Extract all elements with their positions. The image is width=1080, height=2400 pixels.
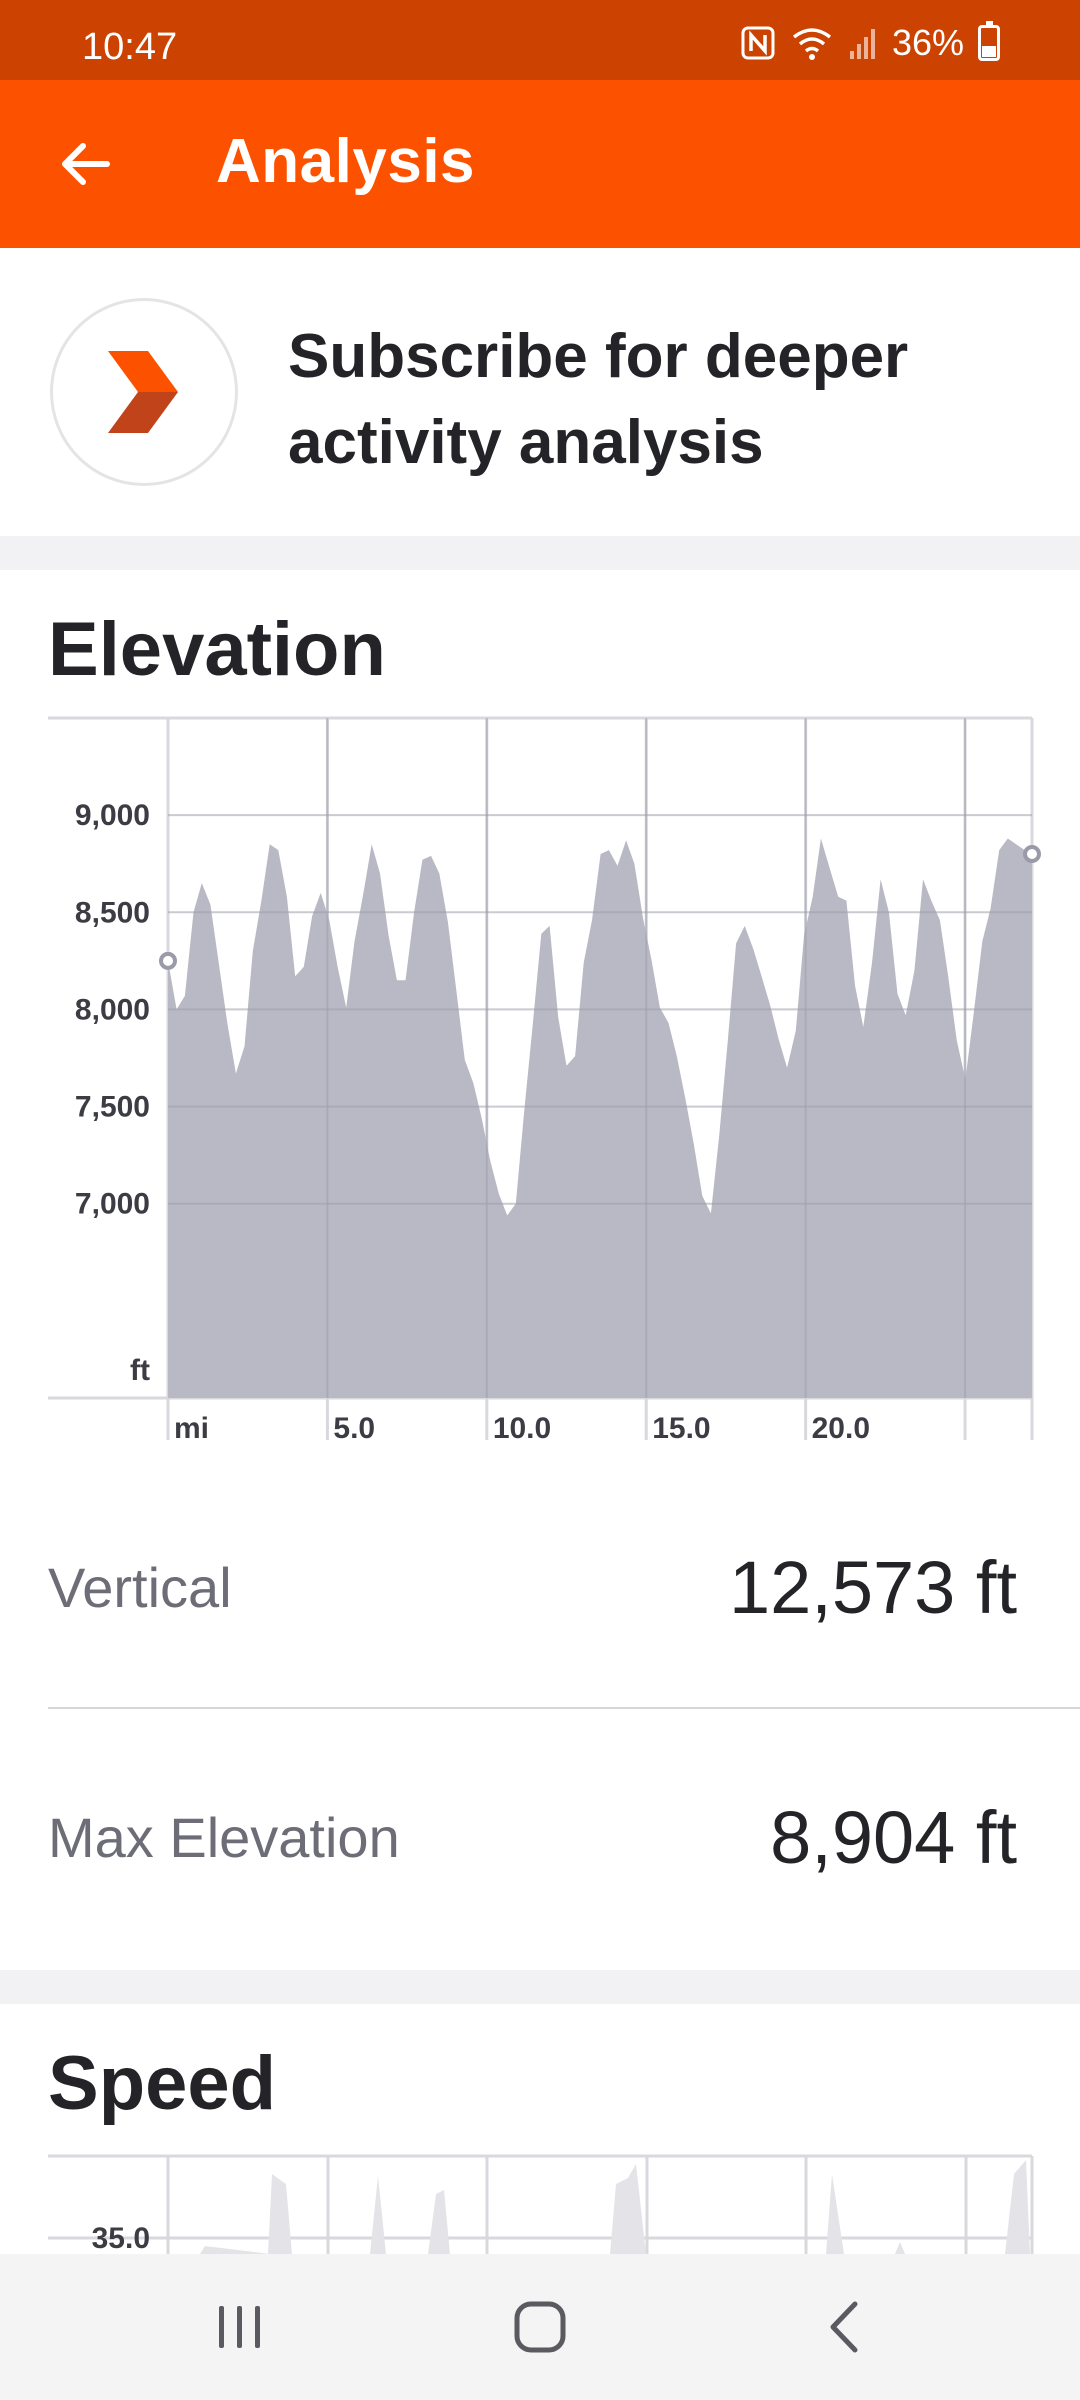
stat-divider: [48, 1707, 1080, 1709]
recent-apps-icon: [219, 2306, 260, 2348]
subscribe-text: Subscribe for deeper activity analysis: [288, 322, 909, 477]
x-tick-label: 15.0: [652, 1412, 710, 1440]
subscription-logo: [50, 298, 238, 486]
chevron-left-icon: [830, 2301, 858, 2353]
speed-chart[interactable]: 35.0: [0, 2154, 1080, 2254]
elevation-chart[interactable]: 9,000 8,500 8,000 7,500 7,000 ft 5.0 10.0 15.0…: [0, 700, 1080, 1440]
end-marker: [1023, 845, 1041, 863]
home-button[interactable]: [460, 2254, 620, 2400]
battery-percent: 36%: [891, 22, 964, 63]
y-tick-label: 8,000: [75, 993, 150, 1026]
nfc-icon: [740, 25, 776, 61]
home-icon: [514, 2301, 566, 2353]
strava-summit-chevron-icon: [108, 351, 178, 433]
section-divider: [0, 1970, 1080, 2004]
speed-y-tick: 35.0: [92, 2222, 150, 2254]
arrow-left-icon: [62, 143, 110, 185]
subscribe-banner[interactable]: Subscribe for deeper activity analysis: [0, 248, 1080, 536]
recent-apps-button[interactable]: [160, 2254, 320, 2400]
wifi-icon: [790, 25, 834, 61]
page-title: Analysis: [216, 127, 476, 196]
section-divider: [0, 536, 1080, 570]
x-unit-label: mi: [174, 1412, 209, 1440]
status-time: 10:47: [82, 26, 178, 68]
system-nav-bar: [0, 2254, 1080, 2400]
battery-icon: [978, 21, 1000, 61]
x-tick-label: 10.0: [493, 1412, 551, 1440]
stat-label: Vertical: [48, 1556, 232, 1619]
y-unit-label: ft: [130, 1354, 150, 1387]
x-tick-label: 20.0: [812, 1412, 870, 1440]
x-tick-label: 5.0: [333, 1412, 375, 1440]
signal-icon: [848, 25, 878, 61]
stat-value: 8,904 ft: [770, 1796, 1017, 1879]
stat-row-max-elevation: Max Elevation 8,904 ft: [48, 1795, 1080, 1885]
y-tick-label: 7,000: [75, 1188, 150, 1221]
stat-value: 12,573 ft: [728, 1546, 1017, 1629]
y-tick-label: 9,000: [75, 799, 150, 832]
stat-label: Max Elevation: [48, 1806, 400, 1869]
back-nav-button[interactable]: [765, 2254, 925, 2400]
y-tick-label: 8,500: [75, 896, 150, 929]
back-button[interactable]: [40, 124, 130, 204]
elevation-title: Elevation: [48, 607, 386, 692]
elevation-area: [168, 838, 1032, 1398]
start-marker: [159, 951, 177, 970]
status-icons: 36%: [740, 21, 1000, 64]
status-bar: 10:47 36%: [0, 0, 1080, 80]
app-bar: Analysis: [0, 80, 1080, 248]
y-tick-label: 7,500: [75, 1091, 150, 1124]
speed-title: Speed: [48, 2041, 277, 2126]
stat-row-vertical: Vertical 12,573 ft: [48, 1545, 1080, 1635]
